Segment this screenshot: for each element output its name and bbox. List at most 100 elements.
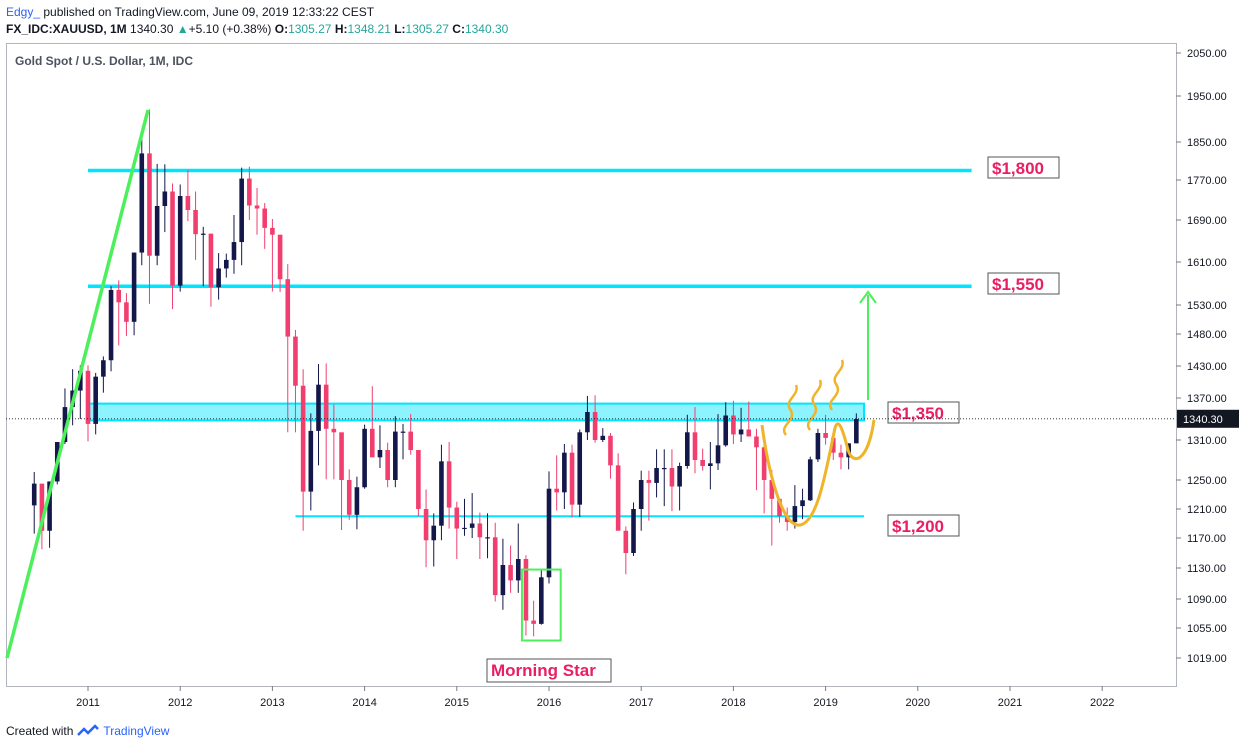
level-label: $1,200: [887, 514, 960, 537]
candle: [807, 456, 813, 502]
time-tick-label: 2020: [906, 697, 930, 709]
candle-body: [492, 537, 498, 596]
time-axis[interactable]: 2011 2012 2013 2014 2015 2016 2017 2018 2019 2020…: [76, 686, 1114, 709]
price-tick-label: 1950.00: [1187, 91, 1227, 103]
candle-body: [369, 428, 375, 458]
time-tick-label: 2016: [537, 697, 561, 709]
level-label-box: [987, 156, 1060, 179]
target-arrow-head[interactable]: [859, 290, 877, 304]
steam-squiggle[interactable]: [806, 379, 822, 431]
candle-body: [600, 435, 606, 440]
level-labels: $1,800 $1,550 $1,350 $1,200 Morning Star: [486, 156, 1060, 683]
candle: [162, 164, 168, 233]
candle-body: [646, 480, 652, 483]
candle: [147, 109, 152, 304]
candle-body: [708, 463, 713, 466]
candle-body: [523, 559, 529, 621]
candle: [224, 253, 229, 278]
candle-body: [393, 431, 398, 480]
candle-body: [231, 242, 237, 260]
resistance-zone[interactable]: [87, 402, 866, 422]
morning-star-box[interactable]: [520, 568, 562, 642]
candle: [85, 365, 91, 442]
candle: [623, 526, 629, 575]
time-tick-label: 2013: [260, 697, 284, 709]
price-tick-label: 1210.00: [1187, 504, 1227, 516]
candle: [254, 188, 260, 235]
level-label-text: $1,800: [992, 159, 1044, 178]
price-tick-label: 1055.00: [1187, 623, 1227, 635]
candle: [323, 363, 329, 480]
tradingview-logo-icon: [77, 724, 100, 736]
candle-body: [431, 525, 437, 541]
candle: [500, 538, 506, 610]
candle: [377, 425, 383, 468]
candle: [638, 470, 644, 531]
price-tick-label: 1019.00: [1187, 653, 1227, 665]
candle: [354, 476, 360, 530]
candle: [346, 469, 352, 520]
candle: [608, 433, 613, 479]
candle-body: [170, 191, 175, 286]
candle: [823, 414, 828, 445]
candle-body: [224, 259, 229, 269]
support-resistance-levels[interactable]: [87, 168, 972, 518]
candle: [454, 501, 460, 559]
candle: [400, 423, 406, 460]
candle: [116, 280, 122, 346]
candle-body: [823, 433, 828, 438]
candle: [193, 191, 198, 260]
cup-and-handle-curve[interactable]: [760, 419, 876, 527]
tradingview-link[interactable]: TradingView: [103, 724, 170, 738]
candle: [485, 513, 490, 559]
candle-body: [239, 178, 244, 243]
candle-body: [777, 498, 782, 517]
candle: [738, 407, 744, 442]
candle-body: [454, 507, 460, 529]
uptrend-line[interactable]: [5, 109, 150, 659]
candle: [385, 442, 390, 488]
drawings[interactable]: [5, 109, 877, 659]
candle-body: [385, 450, 390, 480]
candle-body: [615, 465, 621, 531]
steam-squiggle[interactable]: [828, 359, 844, 411]
open-value: 1305.27: [288, 22, 332, 36]
level-label-text: $1,350: [892, 404, 944, 423]
level-label-text: $1,550: [992, 275, 1044, 294]
candle-body: [124, 302, 129, 322]
level-label-box: [887, 514, 960, 537]
candle: [362, 424, 367, 489]
candle: [577, 429, 583, 517]
price-tick-label: 1370.00: [1187, 393, 1227, 405]
candle-body: [147, 153, 152, 256]
author-link[interactable]: Edgy_: [6, 5, 41, 19]
candle-body: [293, 336, 298, 386]
candle-body: [31, 483, 37, 506]
candle: [93, 372, 98, 435]
candle-body: [723, 415, 729, 446]
candle: [562, 444, 567, 509]
candle-body: [85, 370, 91, 424]
last-price-value: 1340.30: [130, 22, 174, 36]
candle-body: [700, 460, 705, 466]
price-axis[interactable]: 2050.00 1950.00 1850.00 1770.00 1690.00 1610.…: [1176, 48, 1227, 665]
candle-body: [93, 376, 98, 424]
candle: [446, 442, 452, 529]
price-tick-label: 1170.00: [1187, 533, 1226, 545]
candle-body: [462, 527, 467, 530]
candle: [408, 414, 413, 455]
candle: [677, 462, 682, 511]
level-label-text: $1,200: [892, 517, 944, 536]
candle-body: [754, 436, 759, 448]
candle: [239, 167, 244, 266]
open-label: O:: [274, 22, 289, 36]
candle-body: [500, 565, 506, 596]
candle: [369, 386, 375, 458]
candle: [661, 449, 667, 507]
candle: [815, 428, 821, 462]
steam-squiggle[interactable]: [782, 384, 798, 436]
price-tick-label: 1480.00: [1187, 329, 1227, 341]
candle-body: [423, 509, 429, 541]
candle: [439, 444, 444, 541]
